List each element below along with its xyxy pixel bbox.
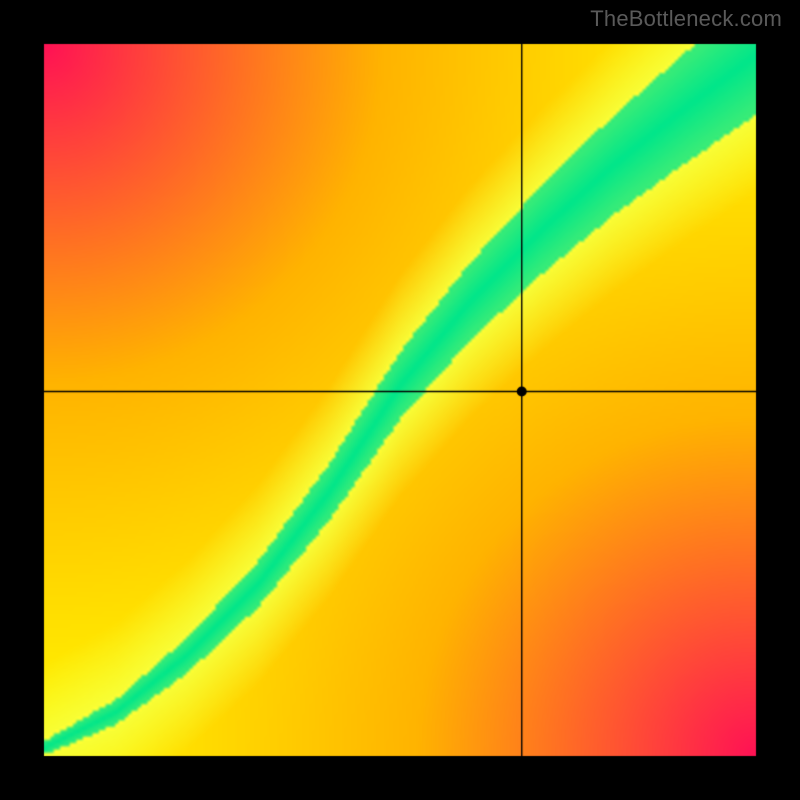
watermark-label: TheBottleneck.com (590, 6, 782, 32)
chart-container: TheBottleneck.com (0, 0, 800, 800)
heatmap-canvas (0, 0, 800, 800)
